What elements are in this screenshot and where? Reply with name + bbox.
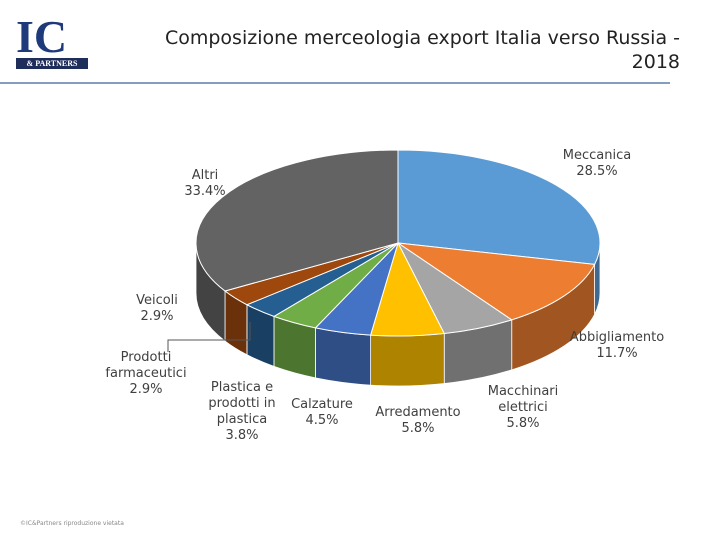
data-label-name: Plastica e prodotti in plastica bbox=[208, 380, 276, 427]
data-label: Abbigliamento 11.7% bbox=[562, 330, 672, 362]
logo: IC & PARTNERS bbox=[16, 11, 88, 69]
data-label-value: 33.4% bbox=[184, 184, 226, 199]
pie-slice bbox=[397, 149, 601, 265]
data-label-name: Arredamento bbox=[375, 405, 461, 420]
logo-sub: & PARTNERS bbox=[16, 58, 88, 69]
data-label-name: Veicoli bbox=[136, 293, 178, 308]
data-label-value: 28.5% bbox=[576, 164, 618, 179]
slice-side bbox=[370, 333, 445, 387]
pie-slice bbox=[397, 242, 596, 321]
data-label-value: 3.8% bbox=[225, 428, 259, 443]
data-label-name: Altri bbox=[191, 168, 219, 183]
data-label-value: 2.9% bbox=[140, 309, 174, 324]
footer: ©IC&Partners riproduzione vietata bbox=[20, 520, 124, 527]
data-label-value: 5.8% bbox=[506, 416, 540, 431]
data-label: Macchinari elettrici 5.8% bbox=[483, 384, 563, 432]
data-label: Arredamento 5.8% bbox=[368, 405, 468, 437]
pie-slice bbox=[195, 149, 399, 292]
data-label-name: Calzature bbox=[291, 397, 353, 412]
data-label-name: Prodotti farmaceutici bbox=[105, 350, 187, 381]
data-label: Meccanica 28.5% bbox=[552, 148, 642, 180]
data-label: Plastica e prodotti in plastica 3.8% bbox=[202, 380, 282, 444]
data-label: Prodotti farmaceutici 2.9% bbox=[91, 350, 201, 398]
data-label-value: 11.7% bbox=[596, 346, 638, 361]
data-label-value: 2.9% bbox=[129, 382, 163, 397]
data-label-name: Macchinari elettrici bbox=[487, 384, 559, 415]
data-label-name: Abbigliamento bbox=[569, 330, 665, 345]
data-label: Veicoli 2.9% bbox=[122, 293, 192, 325]
data-label-value: 5.8% bbox=[401, 421, 435, 436]
logo-mark: IC bbox=[16, 11, 68, 62]
leader-line bbox=[167, 322, 251, 352]
chart-title: Composizione merceologia export Italia v… bbox=[164, 27, 680, 73]
data-label-name: Meccanica bbox=[562, 148, 632, 163]
data-label: Calzature 4.5% bbox=[282, 397, 362, 429]
data-label: Altri 33.4% bbox=[170, 168, 240, 200]
data-label-value: 4.5% bbox=[305, 413, 339, 428]
slice-side bbox=[315, 327, 372, 386]
